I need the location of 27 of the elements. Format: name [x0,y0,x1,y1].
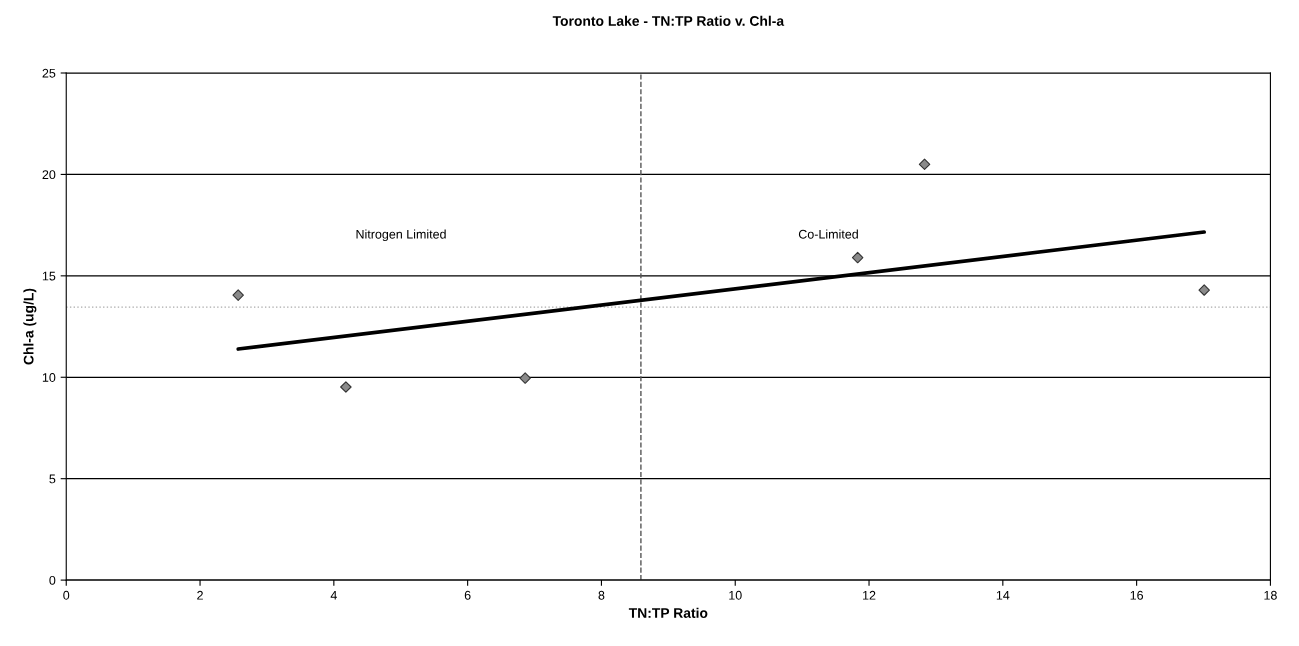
x-tick-label: 6 [464,590,471,600]
point [1198,284,1210,296]
y-tick-label: 5 [49,474,56,484]
x-tick-label: 4 [330,590,337,600]
x-axis-title: TN:TP Ratio [628,607,708,618]
chart-title: Toronto Lake - TN:TP Ratio v. Chl-a [552,15,785,26]
annotation: Nitrogen Limited [356,229,446,242]
point [918,158,931,171]
y-tick-label: 25 [42,68,56,78]
y-tick-label: 20 [42,170,56,180]
annotation: Co-Limited [798,229,858,239]
y-tick-label: 0 [49,575,56,585]
point [340,381,352,393]
y-axis-title: Chl-a (ug/L) [23,288,37,365]
point [851,251,864,264]
x-tick-label: 18 [1264,590,1277,600]
x-tick-label: 14 [996,590,1010,600]
point [519,372,531,384]
x-tick-label: 12 [863,590,876,600]
point [232,289,244,301]
x-tick-label: 10 [729,590,742,600]
x-tick-label: 2 [197,590,203,600]
x-tick-label: 0 [63,590,70,600]
y-tick-label: 10 [42,373,56,382]
y-tick-label: 15 [42,271,56,281]
x-tick-label: 8 [598,590,605,600]
x-tick-label: 16 [1130,590,1144,600]
